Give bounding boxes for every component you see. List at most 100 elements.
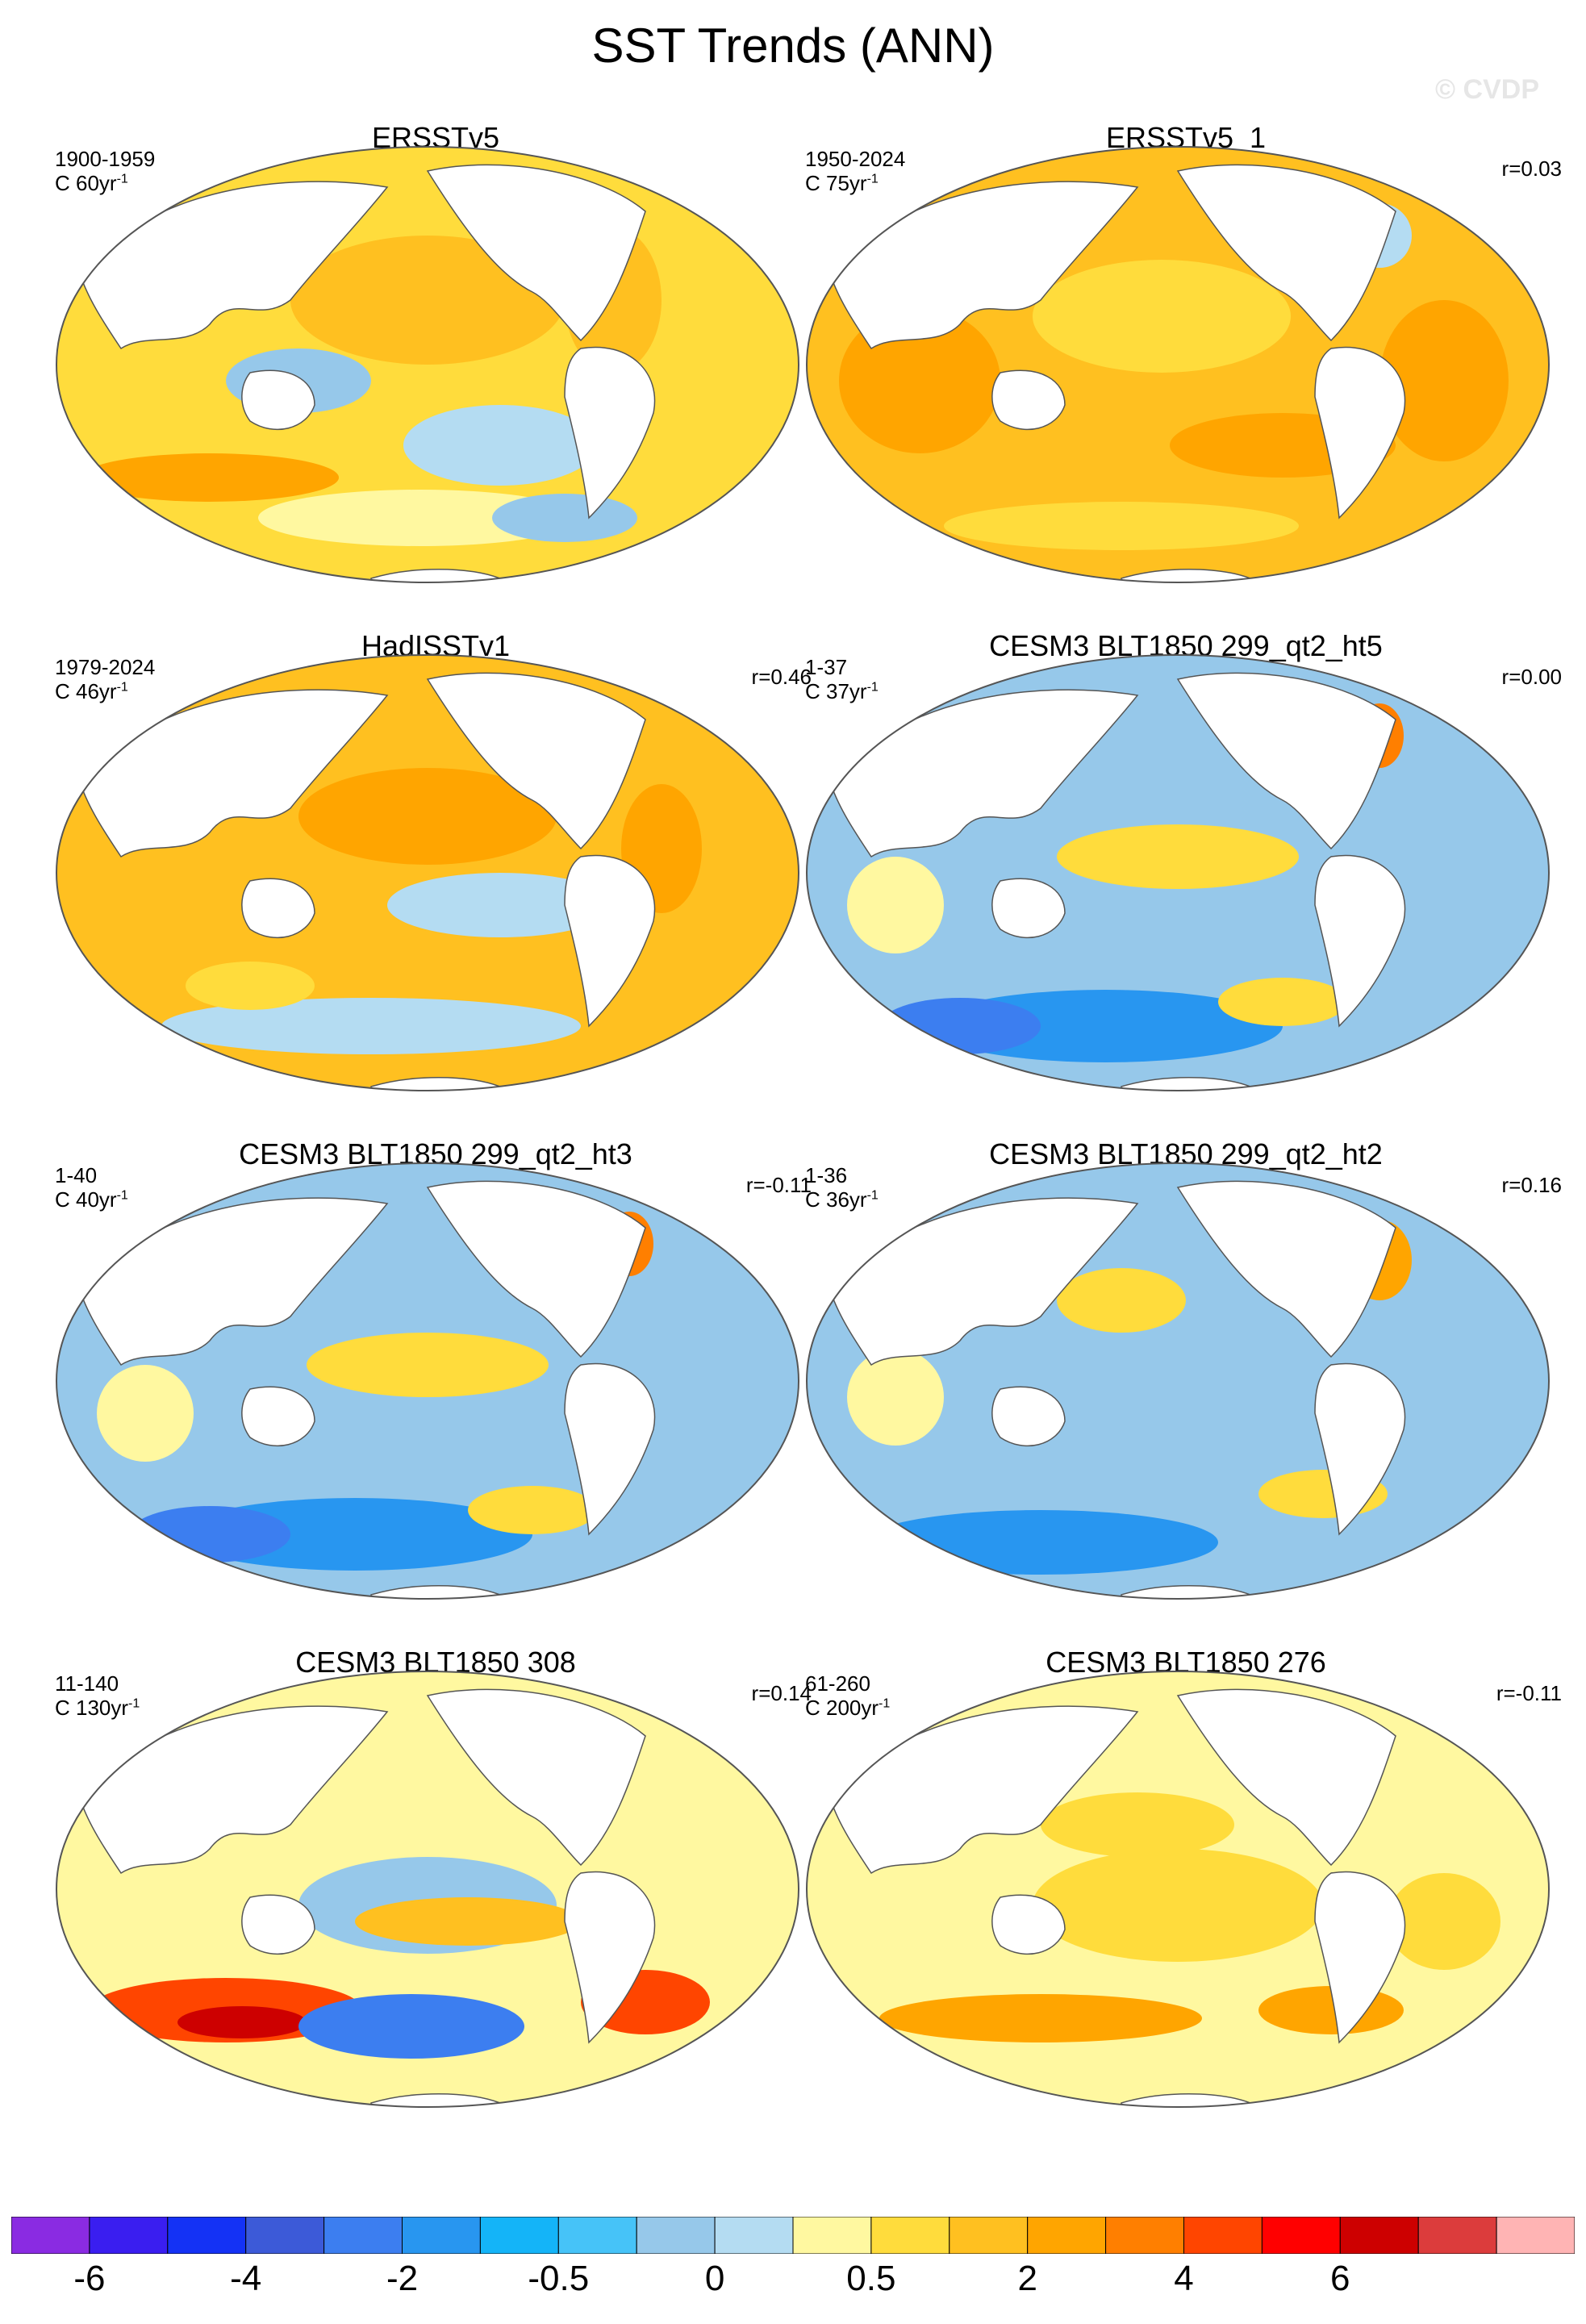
land-mask bbox=[1314, 854, 1406, 1028]
colorbar-swatch bbox=[636, 2217, 716, 2254]
land-mask bbox=[991, 369, 1066, 431]
colorbar-swatch bbox=[1261, 2217, 1341, 2254]
trend-anomaly-region bbox=[298, 1994, 524, 2059]
trend-anomaly-region bbox=[298, 768, 557, 865]
panel-period: 1900-1959 bbox=[55, 147, 156, 171]
colorbar-swatch bbox=[245, 2217, 325, 2254]
land-mask bbox=[241, 1894, 315, 1955]
map-border bbox=[56, 654, 799, 1091]
panel-correlation: r=0.03 bbox=[1501, 156, 1562, 181]
land-mask bbox=[1314, 346, 1406, 519]
land-mask bbox=[564, 1362, 656, 1536]
colorbar-swatch bbox=[11, 2217, 90, 2254]
trend-anomaly-region bbox=[290, 236, 565, 365]
trend-anomaly-region bbox=[1057, 824, 1299, 889]
panel-correlation: r=0.16 bbox=[1501, 1173, 1562, 1197]
panel-units: C 130yr-1 bbox=[55, 1696, 140, 1721]
trend-anomaly-region bbox=[129, 1506, 290, 1563]
map-border bbox=[806, 654, 1550, 1091]
panel-correlation: r=0.00 bbox=[1501, 665, 1562, 689]
land-mask bbox=[241, 1386, 315, 1447]
land-mask bbox=[1176, 164, 1396, 342]
trend-anomaly-region bbox=[1218, 978, 1347, 1026]
colorbar-swatch bbox=[89, 2217, 169, 2254]
land-mask bbox=[80, 689, 389, 858]
panel-units: C 40yr-1 bbox=[55, 1187, 128, 1212]
colorbar bbox=[11, 2217, 1575, 2254]
land-mask bbox=[564, 1871, 656, 2044]
panel-units-exponent: -1 bbox=[879, 1696, 891, 1711]
land-mask bbox=[830, 1705, 1139, 1875]
map-border bbox=[806, 146, 1550, 583]
trend-anomaly-region bbox=[258, 490, 581, 546]
trend-anomaly-region bbox=[161, 998, 581, 1054]
map-panel: ERSSTv5 1900-1959 C 60yr-1 bbox=[48, 121, 823, 621]
panel-units-exponent: -1 bbox=[866, 172, 879, 186]
land-mask bbox=[80, 1705, 389, 1875]
panel-units: C 200yr-1 bbox=[805, 1696, 890, 1721]
panel-units-text: C 130yr bbox=[55, 1696, 129, 1720]
land-mask bbox=[426, 672, 646, 850]
land-mask bbox=[426, 164, 646, 342]
colorbar-swatch bbox=[479, 2217, 559, 2254]
trend-anomaly-region bbox=[387, 873, 613, 937]
trend-anomaly-region bbox=[177, 2006, 307, 2038]
trend-anomaly-region bbox=[863, 1510, 1218, 1575]
trend-anomaly-region bbox=[97, 1365, 194, 1462]
trend-anomaly-region bbox=[403, 405, 597, 486]
colorbar-swatch bbox=[402, 2217, 481, 2254]
map-border bbox=[56, 146, 799, 583]
colorbar-tick-label: 4 bbox=[1174, 2259, 1194, 2298]
land-mask bbox=[1176, 1688, 1396, 1867]
land-mask bbox=[991, 1386, 1066, 1447]
map-panel: CESM3 BLT1850 276 61-260 C 200yr-1 r=-0.11 bbox=[799, 1646, 1573, 2146]
colorbar-swatch bbox=[792, 2217, 872, 2254]
land-mask bbox=[80, 181, 389, 350]
panel-period: 1-36 bbox=[805, 1163, 848, 1187]
colorbar-tick-label: -2 bbox=[386, 2259, 419, 2298]
trend-anomaly-region bbox=[944, 502, 1299, 550]
trend-anomaly-region bbox=[186, 962, 315, 1010]
colorbar-tick-label: 0.5 bbox=[846, 2259, 896, 2298]
sst-trend-map bbox=[806, 146, 1550, 583]
panel-units-exponent: -1 bbox=[128, 1696, 140, 1711]
colorbar-tick-label: -0.5 bbox=[528, 2259, 590, 2298]
colorbar-tick-label: 0 bbox=[704, 2259, 725, 2298]
colorbar-tick-label: -4 bbox=[230, 2259, 262, 2298]
land-mask bbox=[241, 878, 315, 939]
panel-correlation: r=-0.11 bbox=[745, 1173, 812, 1197]
land-mask bbox=[241, 369, 315, 431]
panel-period: 61-260 bbox=[805, 1671, 870, 1696]
trend-anomaly-region bbox=[1033, 260, 1291, 373]
land-mask bbox=[991, 1894, 1066, 1955]
colorbar-swatch bbox=[167, 2217, 247, 2254]
panel-period: 1950-2024 bbox=[805, 147, 906, 171]
map-border bbox=[56, 1162, 799, 1600]
colorbar-tick-label: -6 bbox=[73, 2259, 106, 2298]
trend-anomaly-region bbox=[1379, 300, 1509, 461]
land-mask bbox=[564, 346, 656, 519]
panel-units-exponent: -1 bbox=[866, 1188, 879, 1203]
colorbar-swatch bbox=[1183, 2217, 1263, 2254]
trend-anomaly-region bbox=[307, 1333, 549, 1397]
colorbar-tick-label: 6 bbox=[1330, 2259, 1350, 2298]
panel-units-text: C 46yr bbox=[55, 679, 117, 703]
map-panel: CESM3 BLT1850 308 11-140 C 130yr-1 r=0.14 bbox=[48, 1646, 823, 2146]
figure-title: SST Trends (ANN) bbox=[591, 19, 995, 73]
colorbar-swatch bbox=[1105, 2217, 1184, 2254]
colorbar-swatch bbox=[1027, 2217, 1107, 2254]
trend-anomaly-region bbox=[1041, 1792, 1234, 1857]
panel-units: C 37yr-1 bbox=[805, 679, 879, 704]
sst-trend-map bbox=[56, 146, 799, 583]
trend-anomaly-region bbox=[468, 1486, 597, 1534]
trend-anomaly-region bbox=[1057, 1268, 1186, 1333]
trend-anomaly-region bbox=[879, 1994, 1202, 2042]
map-border bbox=[806, 1162, 1550, 1600]
colorbar-swatch bbox=[557, 2217, 637, 2254]
panel-units-text: C 60yr bbox=[55, 171, 117, 195]
sst-trend-map bbox=[56, 654, 799, 1091]
land-mask bbox=[830, 689, 1139, 858]
colorbar-swatch bbox=[323, 2217, 403, 2254]
colorbar-tick-label: 2 bbox=[1017, 2259, 1037, 2298]
colorbar-swatch bbox=[949, 2217, 1029, 2254]
